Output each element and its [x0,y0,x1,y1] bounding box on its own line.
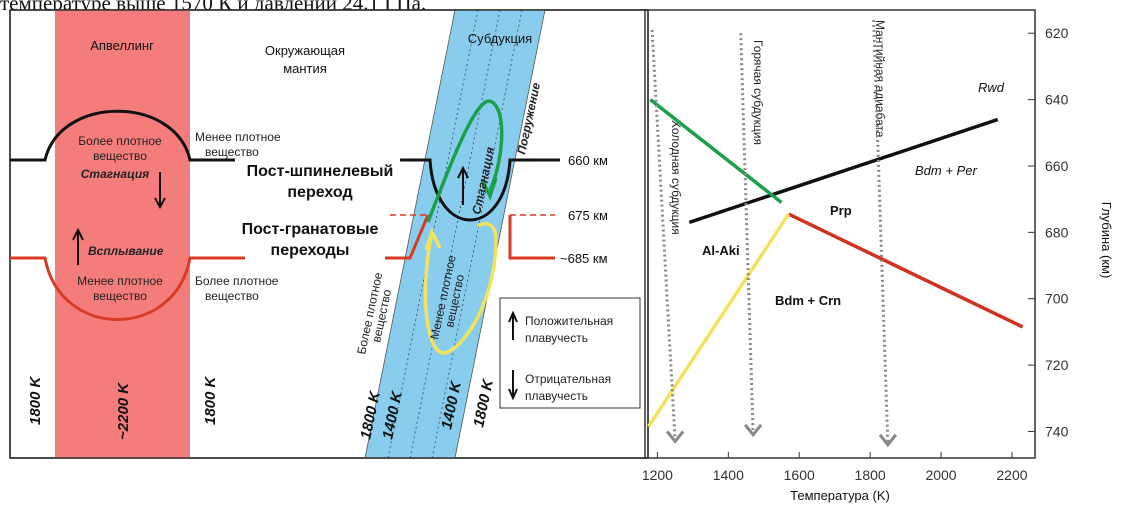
label: вещество [205,289,259,303]
label: Всплывание [88,244,164,258]
region-label: Bdm + Per [915,163,977,178]
label: вещество [205,145,259,159]
label: Пост-гранатовые [242,221,379,238]
temperature-label: ~2200 K [115,382,132,440]
label: мантия [283,61,327,76]
y-axis-label: Глубина (км) [1099,202,1114,279]
y-tick-label: 620 [1045,25,1069,41]
legend-label: плавучесть [525,331,588,345]
x-axis-label: Температура (K) [790,488,890,503]
arrowhead [667,431,683,441]
label: Менее плотное [77,274,163,288]
y-tick-label: 720 [1045,357,1069,373]
temperature-label: 1800 K [202,375,219,425]
legend-label: Отрицательная [525,372,611,386]
y-tick-label: 640 [1045,92,1069,108]
x-tick-label: 1600 [784,467,815,483]
label: 660 км [568,153,608,168]
label: вещество [93,149,147,163]
label: Пост-шпинелевый [247,163,394,180]
y-tick-label: 680 [1045,224,1069,240]
series-label: Горячая субдукция [751,40,765,145]
label: Более плотное [195,274,279,288]
label: вещество [93,289,147,303]
legend-label: плавучесть [525,389,588,403]
label: переход [287,184,352,201]
label: 675 км [568,208,608,223]
region-label: Rwd [978,80,1005,95]
y-tick-label: 700 [1045,291,1069,307]
x-tick-label: 2000 [925,467,956,483]
label: Субдукция [468,31,532,46]
x-tick-label: 1200 [642,467,673,483]
series-label: Мантийная адиабата [873,20,887,138]
dotted-line [652,30,675,441]
region-label: Al-Aki [702,243,740,258]
label: Более плотное [78,134,162,148]
label: ~685 км [560,251,608,266]
plot-frame [645,10,1035,458]
series-label: Холодная субдукция [669,120,683,235]
figure: температуре выше 1570 К и давлении 24.1 … [0,0,1121,509]
legend-label: Положительная [525,314,613,328]
x-tick-label: 2200 [996,467,1027,483]
label: Окружающая [265,43,345,58]
y-tick-label: 660 [1045,158,1069,174]
x-tick-label: 1400 [713,467,744,483]
label: переходы [271,242,350,259]
phase-boundary [789,214,1023,327]
region-label: Prp [830,203,852,218]
label: Стагнация [81,167,149,181]
label: Апвеллинг [90,38,154,53]
label: Менее плотное [195,130,281,144]
region-label: Bdm + Crn [775,293,841,308]
y-tick-label: 740 [1045,423,1069,439]
temperature-label: 1800 K [27,375,44,425]
x-tick-label: 1800 [855,467,886,483]
